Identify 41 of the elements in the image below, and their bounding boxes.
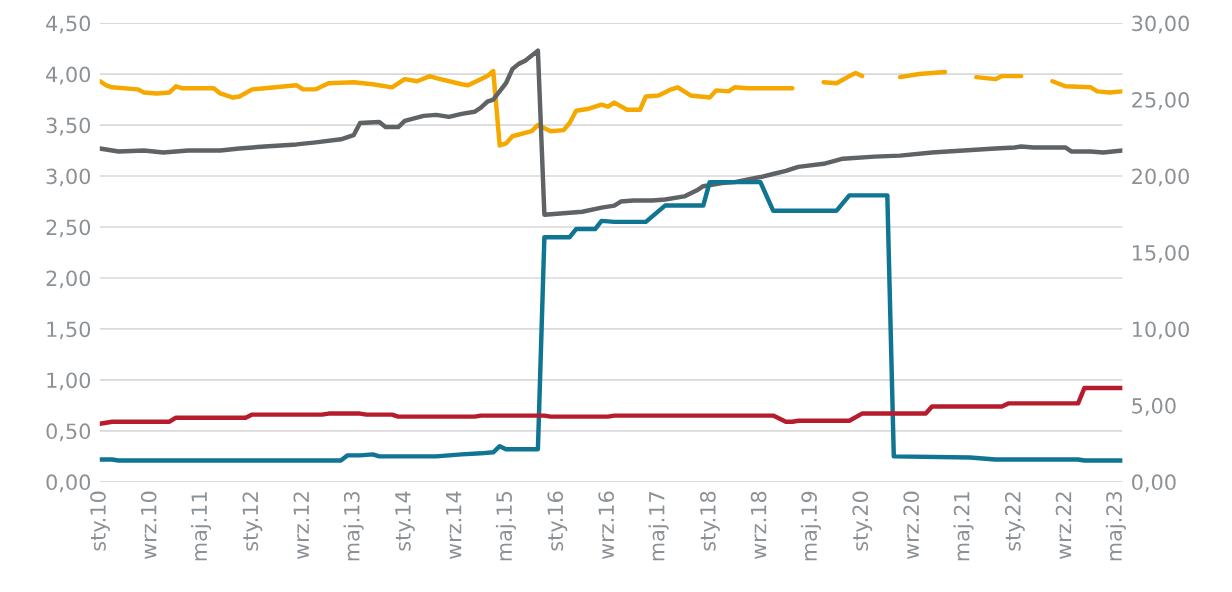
y2-tick-label: 15,00	[1132, 244, 1189, 263]
x-tick-label: wrz.14	[446, 491, 462, 560]
x-tick-label: maj.23	[1105, 491, 1126, 561]
x-tick-label: wrz.20	[903, 491, 920, 560]
x-tick-label: sty.18	[699, 491, 720, 551]
x-tick-label: sty.20	[852, 491, 873, 551]
y-tick-label: 4,50	[46, 15, 91, 34]
y2-tick-label: 25,00	[1132, 92, 1189, 110]
x-tick-label: sty.12	[242, 492, 263, 551]
y2-tick-label: 10,00	[1132, 321, 1189, 340]
x-tick-label: maj.15	[495, 492, 517, 561]
line-series	[99, 385, 1123, 426]
x-tick-label: maj.11	[190, 492, 212, 561]
y-tick-label: 1,50	[47, 321, 91, 340]
x-tick-label: wrz.10	[140, 491, 157, 560]
x-tick-label: sty.16	[547, 491, 568, 551]
y2-tick-label: 30,00	[1132, 15, 1189, 34]
x-tick-label: wrz.12	[293, 492, 309, 560]
y-tick-label: 3,00	[46, 168, 91, 187]
y2-tick-label: 5,00	[1132, 397, 1176, 416]
y-tick-label: 3,50	[46, 117, 91, 136]
y-tick-label: 2,00	[46, 270, 91, 289]
x-tick-label: wrz.18	[750, 491, 767, 560]
y-tick-label: 2,50	[46, 219, 91, 238]
x-tick-label: wrz.16	[598, 491, 615, 560]
x-tick-label: maj.17	[648, 492, 669, 561]
y2-tick-label: 20,00	[1132, 168, 1189, 187]
x-tick-label: maj.19	[800, 491, 822, 561]
x-tick-label: maj.13	[343, 491, 364, 561]
y-tick-label: 0,50	[46, 423, 91, 442]
y-tick-label: 0,00	[46, 474, 91, 493]
line-series	[99, 179, 1123, 463]
y-tick-label: 4,00	[46, 66, 91, 85]
x-tick-label: maj.21	[953, 492, 974, 561]
y-tick-label: 1,00	[47, 372, 91, 391]
x-tick-label: wrz.22	[1055, 492, 1072, 560]
line-series	[99, 48, 1123, 217]
x-tick-label: sty.14	[395, 491, 415, 551]
x-tick-label: sty.10	[90, 491, 110, 551]
x-tick-label: sty.22	[1004, 492, 1025, 551]
y2-tick-label: 0,00	[1132, 474, 1176, 493]
